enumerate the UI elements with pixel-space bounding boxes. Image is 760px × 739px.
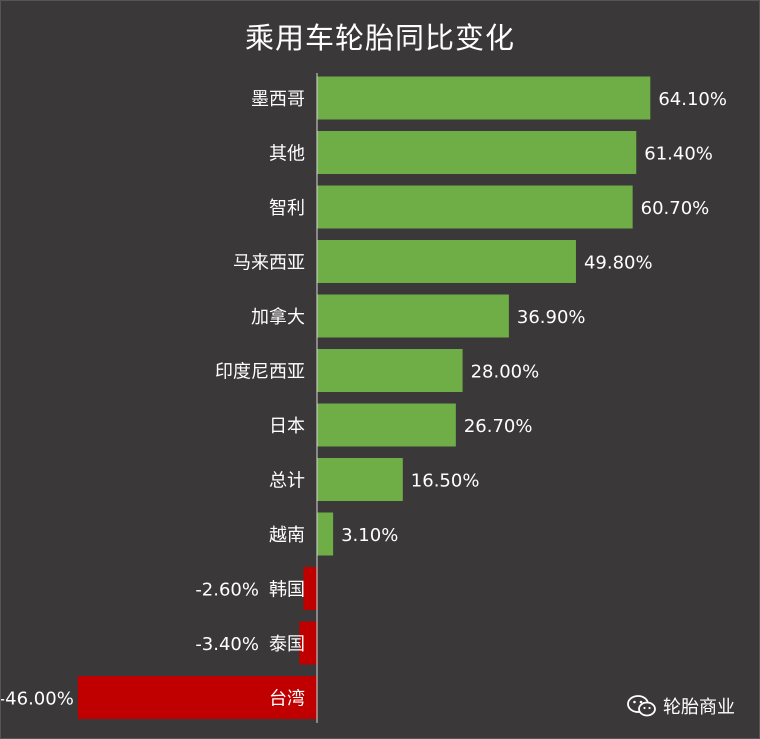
category-label-4: 加拿大 xyxy=(251,306,305,328)
value-label-8: 3.10% xyxy=(341,525,398,546)
category-label-6: 日本 xyxy=(269,416,305,437)
value-label-3: 49.80% xyxy=(584,253,653,274)
bar-5 xyxy=(317,349,463,392)
value-label-7: 16.50% xyxy=(411,471,480,492)
category-label-9: 韩国 xyxy=(269,580,305,601)
value-label-1: 61.40% xyxy=(644,144,713,165)
bar-10 xyxy=(299,621,317,665)
category-label-7: 总计 xyxy=(269,471,305,492)
bar-0 xyxy=(317,76,651,120)
bar-11 xyxy=(77,676,317,719)
value-label-4: 36.90% xyxy=(517,307,586,328)
value-label-6: 26.70% xyxy=(464,416,533,437)
bar-2 xyxy=(317,185,633,229)
value-label-0: 64.10% xyxy=(658,89,727,110)
bar-7 xyxy=(317,458,403,501)
value-label-9: -2.60% xyxy=(195,580,259,601)
value-label-11: -46.00% xyxy=(1,689,74,710)
category-label-8: 越南 xyxy=(269,525,305,546)
category-label-2: 智利 xyxy=(269,198,305,219)
bar-9 xyxy=(303,567,317,610)
value-label-5: 28.00% xyxy=(471,362,540,383)
bar-8 xyxy=(317,512,334,556)
wechat-icon xyxy=(627,695,656,717)
chart-title: 乘用车轮胎同比变化 xyxy=(244,21,515,55)
category-label-5: 印度尼西亚 xyxy=(215,362,305,383)
category-label-3: 马来西亚 xyxy=(233,253,305,274)
category-label-1: 其他 xyxy=(269,144,305,165)
watermark: 轮胎商业 xyxy=(627,693,735,719)
bar-1 xyxy=(317,131,637,174)
bar-3 xyxy=(317,240,576,283)
category-label-10: 泰国 xyxy=(269,634,305,655)
watermark-text: 轮胎商业 xyxy=(663,697,735,718)
value-label-2: 60.70% xyxy=(641,198,710,219)
category-label-11: 台湾 xyxy=(269,689,305,710)
value-label-10: -3.40% xyxy=(195,634,259,655)
bar-6 xyxy=(317,403,456,447)
bar-4 xyxy=(317,294,509,338)
category-label-0: 墨西哥 xyxy=(251,89,305,110)
